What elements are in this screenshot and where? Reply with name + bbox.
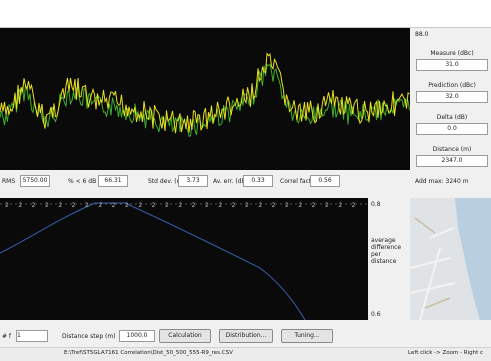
side-value: 0.0: [416, 123, 488, 135]
stat-value: 0.56: [310, 175, 340, 187]
stat-value: 0.33: [243, 175, 273, 187]
calculation-button[interactable]: Calculation: [159, 329, 211, 343]
top-label: 0.8: [371, 201, 381, 208]
side-value: 31.0: [416, 59, 488, 71]
side-value: 2347.0: [416, 155, 488, 167]
map: [410, 198, 491, 320]
distance-marker: 2: [85, 202, 89, 209]
side-label: Measure (dBc): [416, 50, 488, 57]
signal-plot: [0, 28, 410, 170]
distance-marker: 2: [272, 202, 276, 209]
difference-plot: 2 2 2 2 2 2 2 2 2 2 2 2 2 2 2 2 2 2 2 2 2 2 2 2 2 2 2: [0, 198, 368, 320]
distance-marker: 2: [45, 202, 49, 209]
distance-marker: 2: [125, 202, 129, 209]
distance-marker: 2: [58, 202, 62, 209]
distance-marker: 2: [312, 202, 316, 209]
distance-marker: 2: [285, 202, 289, 209]
app-window: {"header": {"value": "88.0"}, "side_pane…: [0, 0, 491, 360]
distance-marker: 2: [72, 202, 76, 209]
tuning-button[interactable]: Tuning...: [281, 329, 333, 343]
status-hint: Left click -> Zoom - Right c: [408, 350, 483, 356]
distance-marker: 2: [325, 202, 329, 209]
distance-marker: 2: [258, 202, 262, 209]
bottom-label: 0.6: [371, 311, 381, 318]
distance-marker: 2: [32, 202, 36, 209]
stats-note: Add max: 3240 m: [415, 178, 469, 185]
plot-background: [0, 198, 368, 320]
distance-marker: 2: [165, 202, 169, 209]
distribution-button[interactable]: Distribution...: [219, 329, 273, 343]
distance-marker: 2: [298, 202, 302, 209]
distance-marker: 2: [178, 202, 182, 209]
side-label: average difference per distance: [371, 237, 407, 265]
distance-marker: 2: [138, 202, 142, 209]
stat-label: RMS: [2, 178, 15, 185]
status-file: E:\Tref\ST5GLA7161 Correlation\Dist_50_5…: [64, 350, 233, 356]
distance-marker: 2: [232, 202, 236, 209]
side-label: Delta (dB): [416, 114, 488, 121]
stat-value: 3.73: [178, 175, 208, 187]
distance-marker: 2: [5, 202, 9, 209]
step-label: Distance step (m): [62, 333, 116, 340]
distance-marker: 2: [352, 202, 356, 209]
step-input[interactable]: 1000.0: [119, 330, 155, 342]
distance-marker: 2: [112, 202, 116, 209]
header-value: 88.0: [415, 31, 428, 38]
stat-label: % < 6 dB: [68, 178, 96, 185]
distance-marker: 2: [218, 202, 222, 209]
index-input[interactable]: 1: [16, 330, 48, 342]
stat-value: 66.31: [98, 175, 128, 187]
distance-marker: 2: [98, 202, 102, 209]
index-label: # f: [2, 333, 11, 340]
side-label: Prediction (dBc): [416, 82, 488, 89]
distance-marker: 2: [152, 202, 156, 209]
distance-marker: 2: [192, 202, 196, 209]
distance-marker: 2: [205, 202, 209, 209]
distance-marker: 2: [18, 202, 22, 209]
distance-marker: 2: [245, 202, 249, 209]
stat-value: 5750.00: [20, 175, 50, 187]
distance-marker: 2: [338, 202, 342, 209]
top-strip: [0, 0, 491, 27]
side-label: Distance (m): [416, 146, 488, 153]
side-value: 32.0: [416, 91, 488, 103]
